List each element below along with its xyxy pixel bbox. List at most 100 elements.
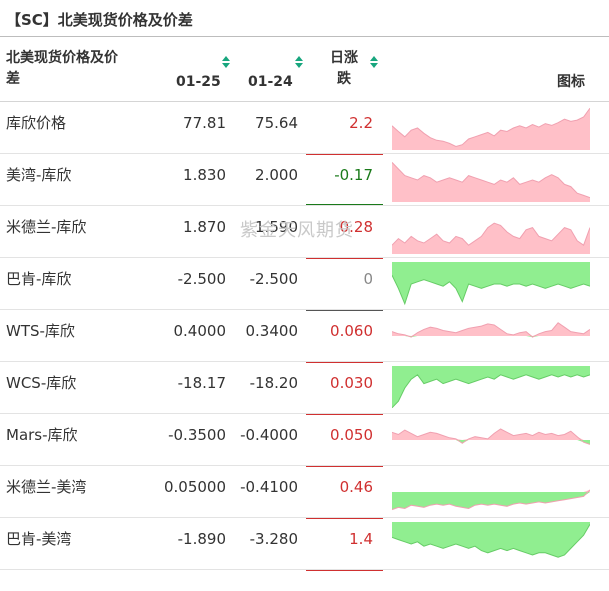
sparkline-negative-area [392, 336, 590, 338]
table-row[interactable]: 美湾-库欣 1.830 2.000 -0.17 [0, 154, 609, 206]
row-name: Mars-库欣 [6, 426, 78, 444]
sparkline-line [392, 274, 590, 306]
row-value-date1: 77.81 [183, 114, 226, 132]
sparkline-chart [392, 366, 590, 409]
title-divider [0, 36, 609, 37]
change-indicator-line [306, 413, 383, 415]
sparkline-line [392, 489, 590, 511]
row-value-date2: 2.000 [255, 166, 298, 184]
table-row[interactable]: 米德兰-库欣 1.870 1.590 0.28 [0, 206, 609, 259]
row-value-date1: -18.17 [177, 374, 226, 392]
row-name: 巴肯-美湾 [6, 530, 72, 548]
col-header-chart: 图标 [557, 74, 585, 90]
sparkline-line [392, 107, 590, 148]
row-change: 0.060 [330, 322, 373, 340]
row-name: 美湾-库欣 [6, 166, 72, 184]
table-row[interactable]: WCS-库欣 -18.17 -18.20 0.030 [0, 362, 609, 415]
sparkline-negative-area [392, 440, 590, 445]
sparkline-chart [392, 322, 590, 338]
col-header-date2[interactable]: 01-24 [248, 74, 293, 90]
change-indicator-line [306, 517, 383, 519]
row-value-date2: -0.4000 [240, 426, 298, 444]
header-divider [0, 101, 609, 102]
sparkline-chart [392, 262, 590, 306]
sparkline-negative-area [392, 492, 590, 510]
sparkline-chart [392, 489, 590, 511]
row-value-date1: -1.890 [177, 530, 226, 548]
row-change: 1.4 [349, 530, 373, 548]
row-divider [0, 309, 609, 310]
row-name: 米德兰-美湾 [6, 478, 87, 496]
row-value-date2: -2.500 [249, 270, 298, 288]
row-value-date1: 1.870 [183, 218, 226, 236]
col-header-name-line2: 差 [6, 71, 20, 87]
sparkline-negative-area [392, 366, 590, 408]
sparkline-chart [392, 428, 590, 445]
row-name: 巴肯-库欣 [6, 270, 72, 288]
sparkline-negative-area [392, 522, 590, 558]
row-divider [0, 517, 609, 518]
row-name: WCS-库欣 [6, 374, 77, 392]
sparkline-chart [392, 522, 590, 558]
row-divider [0, 153, 609, 154]
row-value-date2: 1.590 [255, 218, 298, 236]
row-name: WTS-库欣 [6, 322, 75, 340]
change-indicator-line [306, 569, 383, 571]
col-header-change[interactable]: 日涨 跌 [330, 48, 358, 90]
change-indicator-line [306, 153, 383, 155]
sort-icon[interactable] [295, 56, 303, 68]
row-change: 2.2 [349, 114, 373, 132]
row-divider [0, 205, 609, 206]
sparkline-chart [392, 162, 590, 202]
table-row[interactable]: 巴肯-美湾 -1.890 -3.280 1.4 [0, 518, 609, 571]
row-value-date1: -0.3500 [168, 426, 226, 444]
table-row[interactable]: 米德兰-美湾 0.05000 -0.4100 0.46 [0, 466, 609, 519]
row-value-date2: -18.20 [249, 374, 298, 392]
sparkline-positive-area [392, 108, 590, 150]
change-indicator-line [306, 257, 383, 259]
sparkline-line [392, 523, 590, 558]
sparkline-positive-area [392, 489, 590, 492]
watermark: 紫金天风期货 [240, 220, 354, 241]
table-row[interactable]: 库欣价格 77.81 75.64 2.2 [0, 102, 609, 155]
row-name: 库欣价格 [6, 114, 67, 132]
row-value-date2: -0.4100 [240, 478, 298, 496]
sparkline-positive-area [392, 429, 590, 440]
sparkline-positive-area [392, 322, 590, 336]
row-value-date2: -3.280 [249, 530, 298, 548]
table-row[interactable]: 巴肯-库欣 -2.500 -2.500 0 [0, 258, 609, 311]
col-header-name[interactable]: 北美现货价格及价 差 [6, 48, 118, 90]
sparkline-line [392, 374, 590, 409]
sparkline-chart [392, 107, 590, 150]
row-divider [0, 413, 609, 414]
row-value-date2: 75.64 [255, 114, 298, 132]
row-value-date2: 0.3400 [245, 322, 299, 340]
row-divider [0, 257, 609, 258]
col-header-name-line1: 北美现货价格及价 [6, 50, 118, 66]
sparkline-line [392, 428, 590, 445]
row-change: 0.28 [339, 218, 373, 236]
row-name: 米德兰-库欣 [6, 218, 87, 236]
sparkline-line [392, 222, 590, 246]
row-divider [0, 465, 609, 466]
sparkline-positive-area [392, 162, 590, 202]
table-row[interactable]: Mars-库欣 -0.3500 -0.4000 0.050 [0, 414, 609, 467]
col-header-change-line2: 跌 [337, 71, 351, 87]
row-divider [0, 361, 609, 362]
page-title: 【SC】北美现货价格及价差 [6, 11, 193, 29]
change-indicator-line [306, 361, 383, 363]
sort-icon[interactable] [370, 56, 378, 68]
row-change: 0.030 [330, 374, 373, 392]
row-change: 0.050 [330, 426, 373, 444]
table-row[interactable]: WTS-库欣 0.4000 0.3400 0.060 [0, 310, 609, 363]
row-change: 0 [363, 270, 373, 288]
sparkline-chart [392, 222, 590, 254]
row-change: 0.46 [339, 478, 373, 496]
row-value-date1: 0.05000 [163, 478, 226, 496]
sparkline-negative-area [392, 262, 590, 304]
row-value-date1: -2.500 [177, 270, 226, 288]
sparkline-line [392, 162, 590, 199]
col-header-date1[interactable]: 01-25 [176, 74, 221, 90]
col-header-change-line1: 日涨 [330, 50, 358, 66]
sort-icon[interactable] [222, 56, 230, 68]
